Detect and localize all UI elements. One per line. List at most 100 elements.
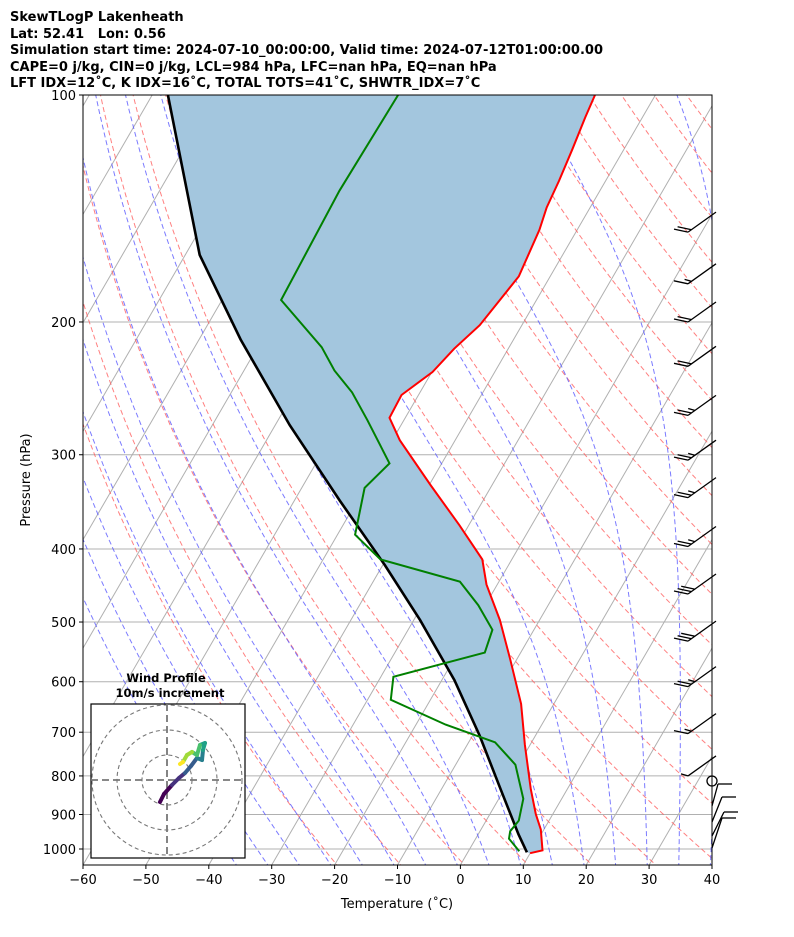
wind-barb	[680, 755, 717, 777]
barb-full	[677, 360, 692, 365]
moist-adiabat-line	[532, 95, 681, 865]
hodograph-subtitle: 10m/s increment	[116, 686, 225, 700]
y-tick-label: 700	[51, 726, 76, 741]
dry-adiabat-line	[83, 300, 402, 865]
barb-full	[681, 632, 696, 637]
y-tick-label: 1000	[43, 843, 76, 858]
barb-staff	[687, 211, 717, 233]
barb-staff	[687, 477, 717, 499]
hodograph-segment	[162, 783, 174, 796]
dry-adiabat-line	[588, 95, 712, 264]
wind-barbs	[673, 211, 738, 849]
y-axis-label: Pressure (hPa)	[19, 433, 34, 526]
barb-half	[688, 539, 696, 543]
x-tick-label: 40	[704, 873, 721, 888]
barb-staff	[687, 394, 717, 416]
barb-staff	[687, 263, 717, 285]
isotherm-line	[522, 538, 712, 865]
barb-full	[677, 635, 692, 640]
barb-half	[680, 773, 689, 777]
dry-adiabat-line	[707, 78, 794, 868]
isotherm-line	[271, 104, 712, 865]
moist-adiabat-line	[160, 95, 522, 865]
dewpoint-profile-line	[279, 95, 525, 852]
x-tick-label: −60	[69, 873, 96, 888]
wind-barb	[673, 263, 717, 285]
dry-adiabat-line	[620, 95, 712, 219]
barb-half	[688, 452, 696, 456]
y-tick-label: 300	[51, 449, 76, 464]
y-tick-label: 600	[51, 676, 76, 691]
wind-barb	[673, 620, 717, 642]
wind-barb	[711, 783, 732, 807]
barb-staff	[687, 345, 717, 367]
wind-barb	[711, 811, 738, 837]
dry-adiabat-line	[83, 163, 466, 865]
barb-full	[673, 729, 689, 735]
wind-barb	[711, 817, 736, 849]
hodograph-inset: Wind Profile 10m/s increment	[90, 671, 246, 859]
wind-barb	[673, 345, 717, 367]
barb-half	[688, 679, 696, 683]
barb-half	[688, 490, 696, 494]
y-tick-label: 800	[51, 770, 76, 785]
barb-full	[673, 362, 689, 367]
profiles	[166, 95, 596, 855]
barb-staff	[687, 525, 717, 548]
wind-barb	[673, 525, 717, 548]
dry-adiabat-line	[99, 95, 529, 865]
moist-adiabat-line	[83, 410, 332, 865]
wind-barb	[673, 477, 717, 499]
barb-staff	[711, 817, 723, 849]
barb-staff	[711, 783, 719, 807]
x-tick-label: −10	[384, 873, 411, 888]
barb-staff	[711, 796, 723, 823]
barb-full	[673, 637, 689, 642]
barb-full	[677, 540, 692, 545]
wind-barb	[673, 394, 717, 416]
x-tick-label: 0	[456, 873, 464, 888]
wind-barb	[711, 796, 736, 823]
barb-full	[677, 587, 692, 593]
barb-full	[677, 409, 692, 414]
title-line-cape: CAPE=0 j/kg, CIN=0 j/kg, LCL=984 hPa, LF…	[10, 60, 497, 75]
y-tick-label: 200	[51, 316, 76, 331]
x-tick-label: −20	[321, 873, 348, 888]
barb-full	[673, 682, 689, 688]
parcel-profile-line	[166, 95, 529, 853]
isotherm-line	[83, 95, 216, 324]
x-tick-label: −50	[132, 873, 159, 888]
y-tick-label: 400	[51, 543, 76, 558]
barb-full	[673, 228, 689, 233]
isotherm-line	[83, 95, 90, 107]
title-block: SkewTLogP Lakenheath Lat: 52.41 Lon: 0.5…	[10, 10, 603, 91]
barb-staff	[687, 620, 717, 642]
wind-barb	[673, 573, 717, 595]
moist-adiabat-line	[324, 95, 617, 865]
barb-full	[673, 456, 689, 461]
moist-adiabat-line	[124, 95, 490, 865]
moist-adiabat-line	[95, 95, 458, 865]
moist-adiabat-line	[676, 95, 712, 865]
isotherm-line	[208, 95, 656, 865]
isotherm-line	[459, 430, 712, 865]
dry-adiabat-line	[653, 95, 712, 174]
barb-staff	[687, 573, 717, 595]
barb-full	[673, 542, 689, 548]
isotherm-line	[585, 647, 712, 865]
barb-full	[677, 491, 692, 496]
barb-staff	[687, 439, 717, 461]
x-tick-label: −30	[258, 873, 285, 888]
title-line-latlon: Lat: 52.41 Lon: 0.56	[10, 27, 166, 42]
barb-full	[673, 411, 689, 416]
isotherm-line	[711, 864, 712, 865]
x-tick-label: 10	[515, 873, 532, 888]
moist-adiabat-line	[83, 337, 363, 865]
wind-barb	[673, 713, 717, 735]
x-tick-label: −40	[195, 873, 222, 888]
moist-adiabat-line	[414, 95, 648, 865]
dry-adiabat-line	[132, 95, 593, 865]
y-tick-label: 900	[51, 808, 76, 823]
barb-full	[673, 590, 689, 595]
